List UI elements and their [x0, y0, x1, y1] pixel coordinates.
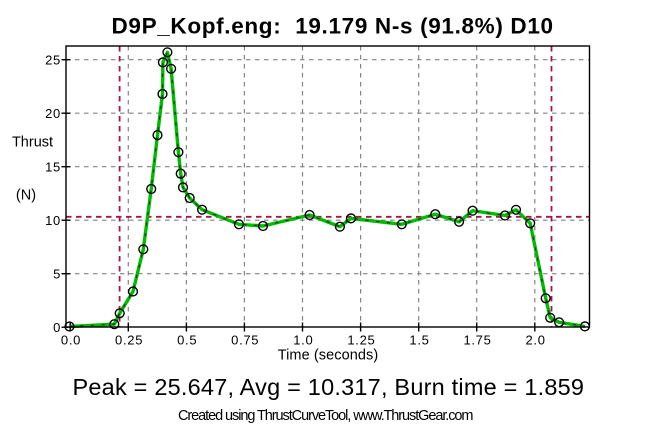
- svg-text:Time (seconds): Time (seconds): [278, 348, 379, 364]
- svg-text:1.25: 1.25: [347, 333, 375, 348]
- svg-text:0.0: 0.0: [61, 333, 81, 348]
- svg-text:1.5: 1.5: [409, 333, 429, 348]
- svg-text:1.0: 1.0: [293, 333, 313, 348]
- svg-text:1.75: 1.75: [463, 333, 491, 348]
- svg-text:20: 20: [45, 106, 61, 121]
- svg-text:5: 5: [53, 267, 61, 282]
- svg-text:0.5: 0.5: [177, 333, 197, 348]
- svg-text:Thrust: Thrust: [12, 135, 53, 151]
- svg-text:25: 25: [45, 53, 61, 68]
- svg-text:Peak = 25.647, Avg = 10.317, B: Peak = 25.647, Avg = 10.317, Burn time =…: [73, 374, 585, 400]
- svg-text:0.25: 0.25: [115, 333, 143, 348]
- svg-text:(N): (N): [16, 188, 36, 204]
- svg-text:2.0: 2.0: [526, 333, 546, 348]
- svg-text:D9P_Kopf.eng: 19.179 N-s (91.: D9P_Kopf.eng: 19.179 N-s (91.8%) D10: [112, 14, 554, 39]
- svg-text:15: 15: [45, 160, 61, 175]
- svg-text:10: 10: [45, 213, 61, 228]
- svg-text:Created using ThrustCurveTool,: Created using ThrustCurveTool, www.Thrus…: [178, 408, 474, 424]
- svg-text:0: 0: [53, 320, 61, 335]
- svg-text:0.75: 0.75: [231, 333, 259, 348]
